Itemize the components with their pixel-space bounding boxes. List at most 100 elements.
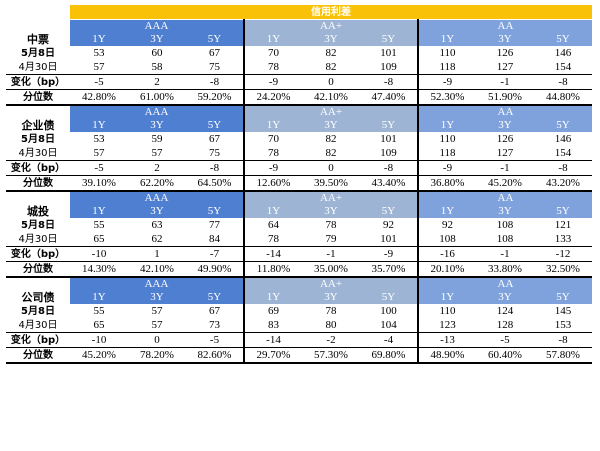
spread-value: 121 [534, 218, 592, 232]
tenor-header: 5Y [360, 118, 418, 132]
rating-header: AA [417, 19, 592, 32]
spread-value: 45.20% [70, 347, 128, 364]
spread-value: 57 [128, 318, 186, 333]
spread-value: 70 [243, 46, 302, 60]
date2-row: 4月30日 65 57 73 83 80 104 123 128 153 [6, 318, 592, 333]
spread-value: 11.80% [243, 261, 302, 278]
spread-value: -13 [417, 332, 476, 348]
spread-value: 101 [360, 132, 418, 146]
row-label: 5月8日 [6, 218, 70, 232]
spread-value: -9 [243, 74, 302, 90]
tenor-header: 1Y [417, 290, 476, 304]
spread-value: 57 [70, 60, 128, 75]
spread-value: 67 [186, 304, 244, 318]
spread-value: 24.20% [243, 89, 302, 106]
spread-value: -1 [302, 246, 360, 262]
spread-value: 82 [302, 132, 360, 146]
row-label: 变化（bp） [6, 246, 70, 262]
spread-value: 39.50% [302, 175, 360, 192]
tenor-header: 1Y [70, 204, 128, 218]
date2-row: 4月30日 57 58 75 78 82 109 118 127 154 [6, 60, 592, 75]
tenor-header: 5Y [534, 290, 592, 304]
tenor-header: 5Y [360, 32, 418, 46]
tenor-header: 3Y [302, 32, 360, 46]
tenor-header: 1Y [417, 118, 476, 132]
spread-value: 52.30% [417, 89, 476, 106]
spread-value: 0 [302, 74, 360, 90]
spread-value: 57 [128, 146, 186, 161]
spread-value: 110 [417, 132, 476, 146]
row-label: 变化（bp） [6, 332, 70, 348]
tenor-header: 5Y [534, 32, 592, 46]
percentile-row: 分位数 14.30% 42.10% 49.90% 11.80% 35.00% 35.70% 2… [6, 261, 592, 278]
table-title: 信用利差 [70, 5, 592, 20]
spread-value: -1 [476, 160, 534, 176]
spread-value: 118 [417, 60, 476, 75]
tenor-header: 5Y [360, 290, 418, 304]
spread-value: 146 [534, 132, 592, 146]
spread-value: 70 [243, 132, 302, 146]
spread-value: 126 [476, 46, 534, 60]
rating-header: AA+ [243, 104, 418, 118]
rating-header: AAA [70, 19, 244, 32]
spread-value: 51.90% [476, 89, 534, 106]
tenor-header: 1Y [243, 204, 302, 218]
spread-value: 57.30% [302, 347, 360, 364]
spread-value: 126 [476, 132, 534, 146]
spread-value: 108 [476, 218, 534, 232]
spread-value: 44.80% [534, 89, 592, 106]
spread-value: 59.20% [186, 89, 244, 106]
rating-header: AA [417, 190, 592, 204]
section-name: 中票 [6, 19, 70, 46]
tenor-header: 5Y [534, 118, 592, 132]
spread-value: 145 [534, 304, 592, 318]
spread-value: 45.20% [476, 175, 534, 192]
date1-row: 5月8日 55 57 67 69 78 100 110 124 145 [6, 304, 592, 318]
row-label: 分位数 [6, 261, 70, 278]
credit-spread-table: 信用利差 中票 AAA AA+ AA 1Y 3Y 5Y 1Y 3Y 5Y 1Y 3Y 5Y 5月8日 53 6… [6, 5, 592, 364]
spread-value: -2 [302, 332, 360, 348]
spread-value: 110 [417, 46, 476, 60]
tenor-header: 3Y [476, 204, 534, 218]
spread-value: 82 [302, 60, 360, 75]
spread-value: 78 [302, 304, 360, 318]
change-row: 变化（bp） -5 2 -8 -9 0 -8 -9 -1 -8 [6, 160, 592, 176]
rating-header: AA [417, 104, 592, 118]
rating-header: AAA [70, 276, 244, 290]
spread-value: 108 [476, 232, 534, 247]
spread-value: -14 [243, 246, 302, 262]
row-label: 分位数 [6, 175, 70, 192]
spread-value: -12 [534, 246, 592, 262]
spread-value: -8 [186, 160, 244, 176]
spread-value: 64.50% [186, 175, 244, 192]
tenor-header-row: 1Y 3Y 5Y 1Y 3Y 5Y 1Y 3Y 5Y [6, 204, 592, 218]
rating-header: AAA [70, 104, 244, 118]
spread-value: 82.60% [186, 347, 244, 364]
change-row: 变化（bp） -10 1 -7 -14 -1 -9 -16 -1 -12 [6, 246, 592, 262]
spread-value: 84 [186, 232, 244, 247]
tenor-header: 3Y [302, 290, 360, 304]
tenor-header-row: 1Y 3Y 5Y 1Y 3Y 5Y 1Y 3Y 5Y [6, 118, 592, 132]
tenor-header: 1Y [243, 32, 302, 46]
row-label: 5月8日 [6, 46, 70, 60]
date1-row: 5月8日 53 59 67 70 82 101 110 126 146 [6, 132, 592, 146]
tenor-header: 3Y [476, 32, 534, 46]
tenor-header: 3Y [302, 204, 360, 218]
spread-value: 60 [128, 46, 186, 60]
spread-value: 59 [128, 132, 186, 146]
spread-value: 127 [476, 60, 534, 75]
tenor-header: 1Y [70, 290, 128, 304]
spread-value: 48.90% [417, 347, 476, 364]
date2-row: 4月30日 57 57 75 78 82 109 118 127 154 [6, 146, 592, 161]
tenor-header: 1Y [417, 32, 476, 46]
section-name: 企业债 [6, 104, 70, 132]
section-name: 城投 [6, 190, 70, 218]
spread-value: 53 [70, 132, 128, 146]
rating-header: AA+ [243, 190, 418, 204]
spread-value: 82 [302, 146, 360, 161]
rating-header: AAA [70, 190, 244, 204]
spread-value: 82 [302, 46, 360, 60]
spread-value: -5 [70, 160, 128, 176]
spread-value: 154 [534, 146, 592, 161]
spread-value: 78.20% [128, 347, 186, 364]
